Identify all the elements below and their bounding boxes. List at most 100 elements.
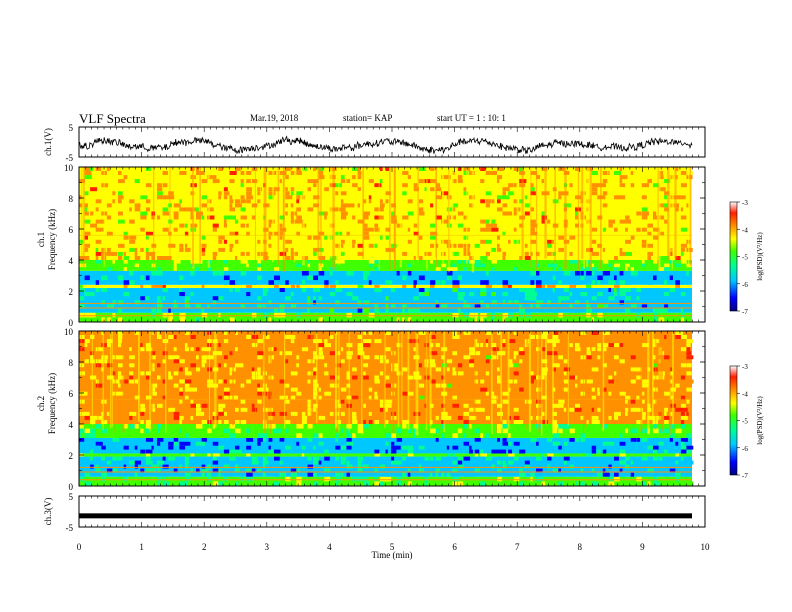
ch2-streak xyxy=(91,331,93,425)
ch1-cell xyxy=(530,219,536,224)
ch1-cell xyxy=(630,275,634,281)
ch2-cell xyxy=(324,355,328,360)
ch1-cell xyxy=(502,292,509,297)
ch2-cell xyxy=(413,433,416,438)
ch1-cell xyxy=(235,219,239,224)
ch1-cell xyxy=(418,300,424,305)
ch2-cell xyxy=(223,415,229,420)
ch2-cell xyxy=(591,343,595,348)
ch1-cell xyxy=(508,300,513,305)
ch2-cell xyxy=(162,359,166,364)
ch2-cell xyxy=(597,441,601,446)
ch1-cell xyxy=(586,270,593,276)
ch2-cell xyxy=(547,456,552,461)
ch1-cell xyxy=(296,195,301,200)
ch2-cell xyxy=(502,441,509,446)
ch1-cell xyxy=(524,195,528,200)
ch2-cell xyxy=(168,460,172,465)
ch2-cell xyxy=(530,379,534,384)
ch2-cell xyxy=(647,391,653,396)
ch2-cell xyxy=(201,437,207,442)
ch1-cell xyxy=(619,300,624,305)
ch1-cell xyxy=(686,247,693,252)
ch1-cell xyxy=(664,317,668,323)
ch2-cell xyxy=(173,347,177,352)
ch2-cell xyxy=(569,420,576,424)
ch1-cell xyxy=(246,292,251,297)
ch2-cell xyxy=(140,420,144,424)
ch2-cell xyxy=(619,433,623,438)
ch2-cell xyxy=(457,433,461,438)
ch1-cell xyxy=(530,270,537,276)
ch2-cell xyxy=(630,456,636,461)
ch1-cell xyxy=(268,292,274,297)
ch1-cell xyxy=(602,317,609,323)
ch1-cell xyxy=(608,296,615,301)
ch2-cell xyxy=(597,347,602,352)
ch2-cell xyxy=(402,347,409,352)
ch3-waveform-ytick-label: -5 xyxy=(66,523,74,533)
ch2-cell xyxy=(157,468,161,473)
ch1-cell xyxy=(680,167,686,171)
ch1-cell xyxy=(324,223,330,228)
ch1-cell xyxy=(168,207,175,212)
ch1-cell xyxy=(418,167,426,171)
ch2-cell xyxy=(558,420,563,424)
ch1-cell xyxy=(134,300,142,305)
ch1-cell xyxy=(134,251,138,256)
ch1-cell xyxy=(413,308,420,313)
ch2-cell xyxy=(106,411,110,416)
ch1-cell xyxy=(201,247,206,252)
ch2-cell xyxy=(285,476,291,482)
ch1-cell xyxy=(201,235,206,240)
ch2-cell xyxy=(463,411,471,416)
ch2-cell xyxy=(502,359,507,364)
ch2-cell xyxy=(301,347,309,352)
ch2-cell xyxy=(240,363,244,368)
ch2-cell xyxy=(457,331,465,335)
ch1-cell xyxy=(491,260,498,264)
ch2-streak xyxy=(491,331,493,435)
ch1-cell xyxy=(246,223,249,228)
ch2-cell xyxy=(396,481,403,487)
ch1-streak xyxy=(362,167,364,260)
ch1-cell xyxy=(240,199,246,204)
ch1-cell xyxy=(90,211,94,216)
ch1-cell xyxy=(536,187,541,192)
ch1-cell xyxy=(346,312,352,318)
ch2-cell xyxy=(441,375,445,380)
ch2-cell xyxy=(290,441,295,446)
ch2-cell xyxy=(257,375,265,380)
ch2-cell xyxy=(168,347,174,352)
ch2-cell xyxy=(435,403,441,408)
ch1-cell xyxy=(664,251,668,256)
ch2-cell xyxy=(279,395,285,400)
ch2-cell xyxy=(290,375,297,380)
ch2-streak xyxy=(165,331,167,433)
ch1-cell xyxy=(591,284,599,288)
ch2-cell xyxy=(497,403,503,408)
ch1-cell xyxy=(134,280,141,285)
ch2-cell xyxy=(374,445,379,450)
ch2-cell xyxy=(513,403,517,408)
ch2-cell xyxy=(129,379,135,384)
ch1-cell xyxy=(625,195,630,200)
ch1-cell xyxy=(513,183,517,188)
ch1-streak xyxy=(320,167,322,267)
ch1-cell xyxy=(602,227,606,232)
ch2-cell xyxy=(251,355,255,360)
ch1-cell xyxy=(118,270,125,276)
ch1-cell xyxy=(101,219,105,224)
ch2-cell xyxy=(151,464,158,469)
ch2-cell xyxy=(385,476,393,482)
ch2-cell xyxy=(207,415,210,420)
ch2-cell xyxy=(675,476,680,482)
ch1-cell xyxy=(435,199,440,204)
ch2-cell xyxy=(274,399,281,404)
ch1-cell xyxy=(179,256,183,260)
ch1-cell xyxy=(357,191,364,196)
ch2-cell xyxy=(184,379,192,384)
ch2-cell xyxy=(441,428,445,434)
ch1-cell xyxy=(602,235,608,240)
ch1-cell xyxy=(653,223,660,228)
